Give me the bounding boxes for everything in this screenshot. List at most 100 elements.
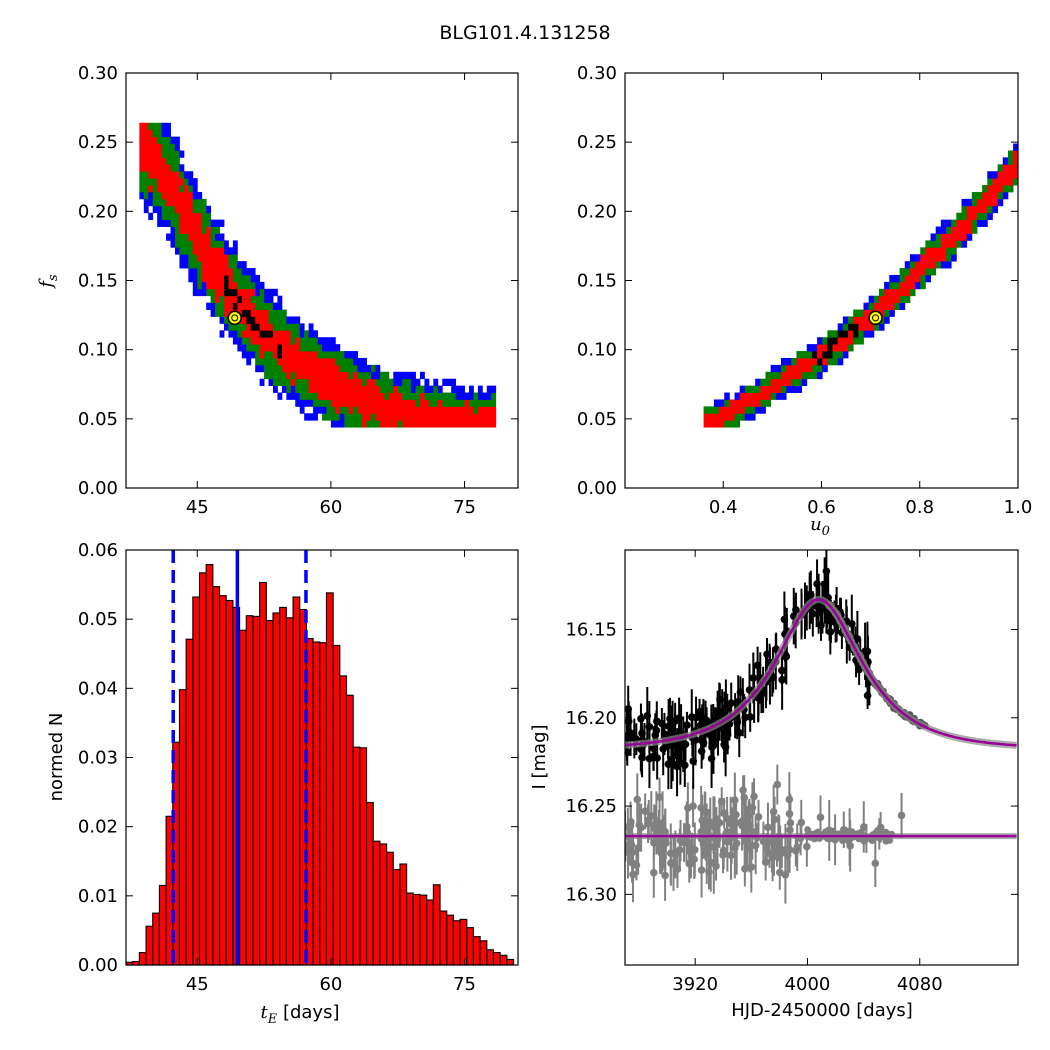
heatmap-cell [971, 226, 978, 234]
data-point [659, 745, 667, 753]
heatmap-cell [371, 420, 376, 428]
heatmap-cell [179, 219, 185, 227]
heatmap-cell [915, 281, 921, 290]
heatmap-cell [330, 344, 336, 352]
heatmap-cell [152, 143, 158, 151]
heatmap-cell [201, 247, 207, 255]
heatmap-cell [206, 288, 212, 297]
y-tick-label: 0.10 [577, 340, 617, 361]
heatmap-cell [299, 357, 305, 366]
heatmap-cell [228, 330, 234, 338]
histogram-bar [459, 918, 468, 966]
heatmap-cell [277, 323, 283, 331]
heatmap-cell [708, 413, 715, 421]
y-tick-label: 0.06 [78, 540, 118, 561]
heatmap-cell [339, 399, 345, 407]
heatmap-cell [366, 420, 372, 428]
heatmap-cell [326, 413, 332, 421]
heatmap-cell [353, 420, 359, 428]
heatmap-cell [1007, 164, 1014, 172]
heatmap-cell [166, 198, 171, 207]
heatmap-cell [946, 226, 952, 234]
heatmap-cell [477, 385, 483, 393]
residual-point [773, 846, 781, 854]
heatmap-cell [299, 392, 305, 400]
x-tick-label: 0.8 [905, 497, 934, 518]
heatmap-cell [255, 316, 261, 324]
heatmap-cell [183, 171, 189, 179]
y-tick-label: 16.30 [565, 884, 617, 905]
heatmap-cell [237, 330, 243, 338]
heatmap-cell [241, 295, 247, 304]
heatmap-cell [971, 212, 978, 221]
heatmap-cell [899, 281, 906, 290]
heatmap-cell [241, 302, 247, 310]
heatmap-cell [464, 406, 470, 414]
heatmap-cell [175, 171, 180, 179]
heatmap-cell [175, 136, 180, 144]
data-point [695, 707, 704, 716]
heatmap-cell [1002, 191, 1009, 200]
heatmap-cell [786, 378, 792, 387]
histogram-bar [312, 641, 321, 966]
data-point [855, 665, 863, 674]
heatmap-cell [183, 254, 189, 262]
heatmap-cell [393, 406, 399, 414]
heatmap-cell [255, 330, 261, 338]
residual-point [769, 839, 778, 847]
heatmap-cell [956, 226, 962, 234]
heatmap-cell [411, 399, 416, 407]
heatmap-cell [451, 420, 457, 428]
heatmap-cell [161, 205, 167, 214]
heatmap-cell [317, 364, 323, 373]
heatmap-cell [848, 316, 854, 324]
heatmap-cell [232, 274, 238, 283]
heatmap-cell [183, 233, 189, 241]
heatmap-cell [201, 268, 207, 276]
heatmap-cell [997, 171, 1004, 179]
heatmap-cell [179, 150, 185, 158]
heatmap-cell [796, 371, 803, 380]
heatmap-cell [437, 385, 443, 393]
heatmap-cell [796, 385, 803, 393]
heatmap-cell [210, 309, 216, 317]
heatmap-cell [259, 316, 265, 324]
heatmap-cell [940, 233, 947, 241]
heatmap-cell [215, 233, 220, 241]
heatmap-cell [713, 399, 720, 407]
heatmap-cell [277, 330, 283, 338]
heatmap-cell [264, 357, 269, 366]
heatmap-cell [982, 205, 988, 214]
heatmap-cell [304, 364, 310, 373]
heatmap-cell [433, 399, 439, 407]
heatmap-cell [335, 413, 341, 421]
heatmap-cell [992, 198, 999, 207]
heatmap-cell [273, 316, 278, 324]
heatmap-cell [197, 226, 203, 234]
heatmap-cell [219, 233, 225, 241]
data-point [692, 713, 700, 722]
data-point [625, 734, 632, 742]
heatmap-cell [437, 413, 443, 421]
heatmap-cell [255, 357, 261, 366]
heatmap-cell [304, 371, 310, 380]
residual-point [727, 851, 735, 859]
heatmap-cell [858, 323, 864, 331]
heatmap-cell [806, 357, 813, 366]
heatmap-cell [366, 392, 372, 400]
heatmap-cell [853, 330, 859, 338]
heatmap-cell [179, 205, 185, 214]
heatmap-cell [455, 420, 461, 428]
heatmap-cell [192, 274, 198, 283]
heatmap-cell [827, 330, 833, 338]
x-tick-label: 1.0 [1004, 497, 1033, 518]
heatmap-cell [335, 357, 341, 366]
heatmap-cell [143, 198, 149, 207]
heatmap-cell [362, 378, 367, 387]
heatmap-cell [250, 295, 256, 304]
heatmap-cell [353, 406, 359, 414]
heatmap-cell [281, 371, 287, 380]
heatmap-cell [197, 212, 203, 221]
heatmap-cell [451, 399, 457, 407]
data-point [625, 748, 632, 757]
